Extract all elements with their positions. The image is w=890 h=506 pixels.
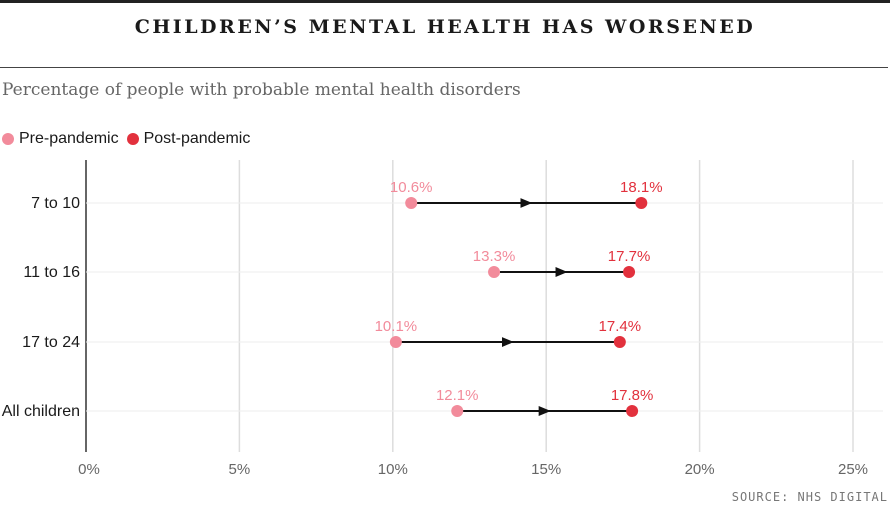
pre-pandemic-dot — [451, 405, 464, 417]
legend-dot-post-icon — [126, 133, 139, 145]
x-tick-label: 5% — [229, 461, 251, 478]
category-label: 7 to 10 — [31, 195, 80, 212]
legend-label-pre: Pre-pandemic — [19, 130, 119, 147]
category-label: All children — [2, 403, 80, 420]
pre-pandemic-dot — [405, 197, 418, 209]
chart-title: CHILDREN’S MENTAL HEALTH HAS WORSENED — [134, 16, 756, 38]
legend-item-post: Post-pandemic — [126, 130, 251, 148]
x-tick-label: 10% — [378, 461, 408, 478]
post-pandemic-value-label: 17.8% — [611, 387, 654, 404]
pre-pandemic-dot — [488, 266, 501, 278]
x-tick-label: 0% — [78, 461, 100, 478]
title-divider — [0, 67, 888, 68]
pre-pandemic-value-label: 10.6% — [390, 179, 433, 196]
pre-pandemic-dot — [389, 336, 402, 348]
top-rule — [0, 0, 890, 3]
pre-pandemic-value-label: 10.1% — [375, 318, 418, 335]
post-pandemic-dot — [623, 266, 636, 278]
chart-subtitle: Percentage of people with probable menta… — [2, 80, 521, 100]
post-pandemic-value-label: 18.1% — [620, 179, 663, 196]
source-note: SOURCE: NHS DIGITAL — [731, 490, 888, 504]
legend-label-post: Post-pandemic — [143, 130, 251, 147]
pre-pandemic-value-label: 13.3% — [473, 248, 516, 265]
category-label: 11 to 16 — [23, 264, 80, 281]
post-pandemic-dot — [626, 405, 639, 417]
post-pandemic-dot — [613, 336, 626, 348]
category-label: 17 to 24 — [22, 334, 80, 351]
x-tick-label: 25% — [838, 461, 868, 478]
x-tick-label: 20% — [685, 461, 715, 478]
pre-pandemic-value-label: 12.1% — [436, 387, 479, 404]
legend-item-pre: Pre-pandemic — [2, 130, 119, 148]
legend-dot-pre-icon — [2, 133, 14, 145]
legend: Pre-pandemic Post-pandemic — [2, 130, 258, 148]
x-tick-label: 15% — [531, 461, 561, 478]
post-pandemic-dot — [635, 197, 648, 209]
dot-arrow-chart: 0% 5% 10% 15% 20% 25% 7 to 10 10.6% 18.1% 11 to 1… — [2, 160, 883, 478]
post-pandemic-value-label: 17.7% — [608, 248, 651, 265]
post-pandemic-value-label: 17.4% — [599, 318, 642, 335]
